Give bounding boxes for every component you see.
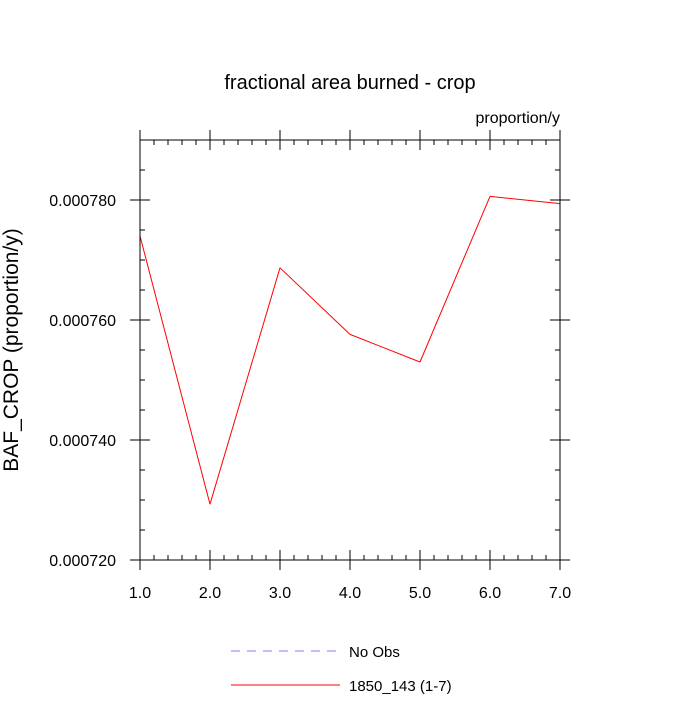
- x-tick-label: 5.0: [409, 585, 431, 602]
- tick-labels: 1.0 2.0 3.0 4.0 5.0 6.0 7.0 0.000720 0.000740 0.0…: [49, 193, 571, 602]
- series-line: [139, 195, 561, 505]
- x-tick-label: 7.0: [549, 585, 571, 602]
- x-tick-label: 2.0: [199, 585, 221, 602]
- y-tick-label: 0.000740: [49, 433, 116, 450]
- y-tick-label: 0.000780: [49, 193, 116, 210]
- y-axis-label: BAF_CROP (proportion/y): [0, 228, 23, 472]
- plot-frame: [139, 139, 561, 561]
- series-segment: [349, 333, 421, 363]
- x-tick-label: 1.0: [129, 585, 151, 602]
- legend-entry: No Obs: [231, 644, 400, 661]
- series-segment: [209, 267, 281, 505]
- series-segment: [419, 196, 491, 363]
- x-tick-label: 4.0: [339, 585, 361, 602]
- chart-title: fractional area burned - crop: [224, 72, 475, 94]
- series-segment: [489, 195, 561, 205]
- units-label: proportion/y: [476, 110, 561, 127]
- legend: No Obs 1850_143 (1-7): [231, 644, 452, 695]
- legend-entry: 1850_143 (1-7): [231, 678, 452, 695]
- series-segment: [279, 267, 351, 335]
- y-tick-label: 0.000760: [49, 313, 116, 330]
- x-tick-label: 3.0: [269, 585, 291, 602]
- series-layer: [139, 195, 561, 505]
- axis-ticks: [130, 130, 570, 570]
- x-tick-label: 6.0: [479, 585, 501, 602]
- y-tick-label: 0.000720: [49, 553, 116, 570]
- legend-label: 1850_143 (1-7): [349, 678, 452, 695]
- legend-label: No Obs: [349, 644, 400, 661]
- series-segment: [139, 235, 211, 505]
